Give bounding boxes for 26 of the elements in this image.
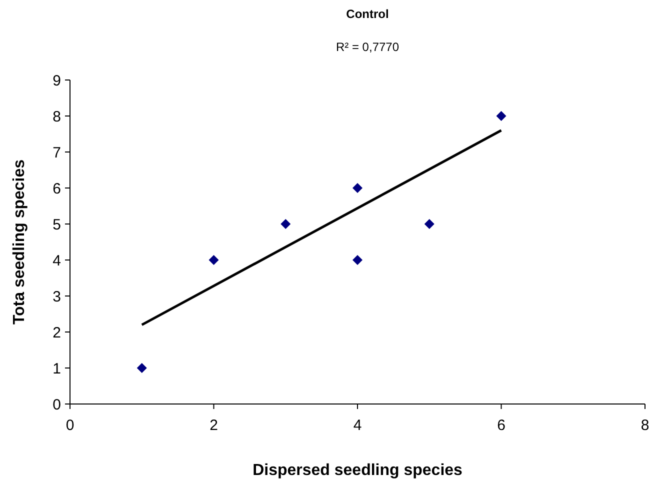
point bbox=[352, 255, 362, 265]
x-tick-label: 4 bbox=[353, 417, 362, 434]
chart-subtitle: R² = 0,7770 bbox=[336, 40, 400, 54]
y-tick-label: 7 bbox=[52, 144, 61, 162]
y-tick-label: 2 bbox=[52, 324, 61, 342]
y-tick-label: 9 bbox=[52, 72, 61, 90]
x-tick-label: 2 bbox=[210, 417, 218, 434]
y-tick-label: 3 bbox=[52, 288, 61, 306]
x-axis-title: Dispersed seedling species bbox=[252, 462, 463, 479]
point bbox=[208, 255, 219, 265]
y-tick-label: 5 bbox=[52, 216, 61, 234]
point bbox=[496, 111, 506, 121]
y-tick-label: 6 bbox=[52, 180, 61, 198]
chart-title: Control bbox=[346, 7, 389, 21]
point bbox=[352, 183, 362, 193]
y-axis-title: Tota seedling species bbox=[11, 159, 28, 325]
x-tick-label: 6 bbox=[497, 417, 506, 434]
x-tick-label: 8 bbox=[640, 417, 650, 434]
y-tick-label: 1 bbox=[52, 360, 61, 378]
point bbox=[136, 363, 147, 373]
y-tick-label: 4 bbox=[52, 252, 61, 270]
y-tick-label: 0 bbox=[52, 396, 61, 414]
point bbox=[280, 219, 291, 229]
y-tick-label: 8 bbox=[52, 108, 61, 126]
x-tick-label: 0 bbox=[66, 417, 74, 434]
point bbox=[424, 219, 434, 229]
